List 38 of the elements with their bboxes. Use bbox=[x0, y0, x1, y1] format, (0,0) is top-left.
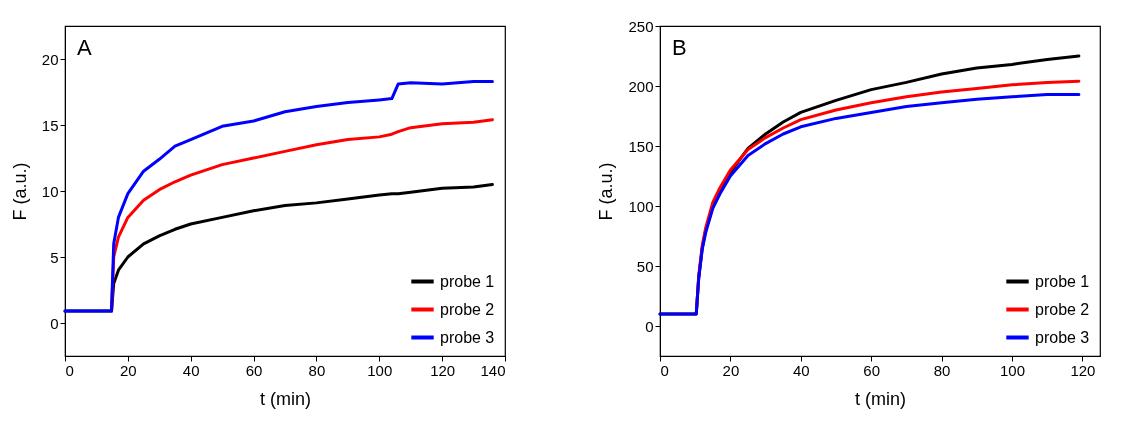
x-tick-label: 20 bbox=[722, 361, 740, 379]
legend-label: probe 1 bbox=[1035, 272, 1090, 290]
legend-label: probe 2 bbox=[440, 300, 495, 318]
x-tick-label: 80 bbox=[308, 361, 326, 379]
x-tick-label: 100 bbox=[999, 361, 1026, 379]
legend-label: probe 3 bbox=[440, 328, 495, 346]
x-tick-label: 80 bbox=[933, 361, 951, 379]
y-tick-label: 50 bbox=[636, 257, 654, 275]
y-tick-label: 0 bbox=[50, 314, 59, 332]
y-tick-label: 0 bbox=[645, 317, 654, 335]
x-tick-label: 40 bbox=[792, 361, 810, 379]
y-tick-label: 20 bbox=[41, 50, 59, 68]
legend-label: probe 1 bbox=[440, 272, 495, 290]
x-tick-label: 60 bbox=[863, 361, 881, 379]
annotation: A bbox=[77, 35, 92, 60]
legend-label: probe 3 bbox=[1035, 328, 1090, 346]
y-tick-label: 15 bbox=[41, 116, 59, 134]
x-tick-label: 0 bbox=[660, 361, 669, 379]
y-axis-title: F (a.u.) bbox=[9, 162, 30, 221]
x-tick-label: 40 bbox=[182, 361, 200, 379]
y-tick-label: 100 bbox=[628, 197, 654, 215]
x-axis-title: t (min) bbox=[260, 388, 311, 409]
x-tick-label: 0 bbox=[65, 361, 74, 379]
y-axis-title: F (a.u.) bbox=[596, 162, 617, 221]
y-tick-label: 5 bbox=[50, 248, 59, 266]
y-tick-label: 10 bbox=[41, 182, 59, 200]
x-axis-title: t (min) bbox=[855, 388, 906, 409]
annotation: B bbox=[672, 35, 687, 60]
x-tick-label: 60 bbox=[245, 361, 263, 379]
x-tick-label: 100 bbox=[367, 361, 393, 379]
x-tick-label: 120 bbox=[430, 361, 456, 379]
x-tick-label: 120 bbox=[1070, 361, 1096, 379]
x-tick-label: 140 bbox=[480, 361, 506, 379]
y-tick-label: 200 bbox=[628, 77, 654, 95]
y-tick-label: 250 bbox=[628, 17, 654, 35]
legend-label: probe 2 bbox=[1035, 300, 1090, 318]
x-tick-label: 20 bbox=[120, 361, 137, 379]
y-tick-label: 150 bbox=[628, 137, 654, 155]
